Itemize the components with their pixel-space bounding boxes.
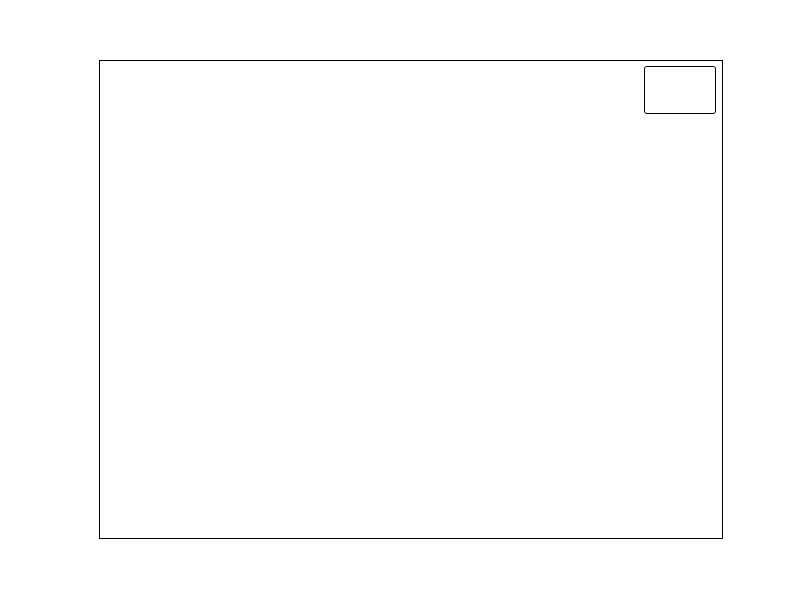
plot-area (99, 60, 723, 539)
y-axis-label (28, 199, 48, 399)
legend (644, 66, 716, 114)
